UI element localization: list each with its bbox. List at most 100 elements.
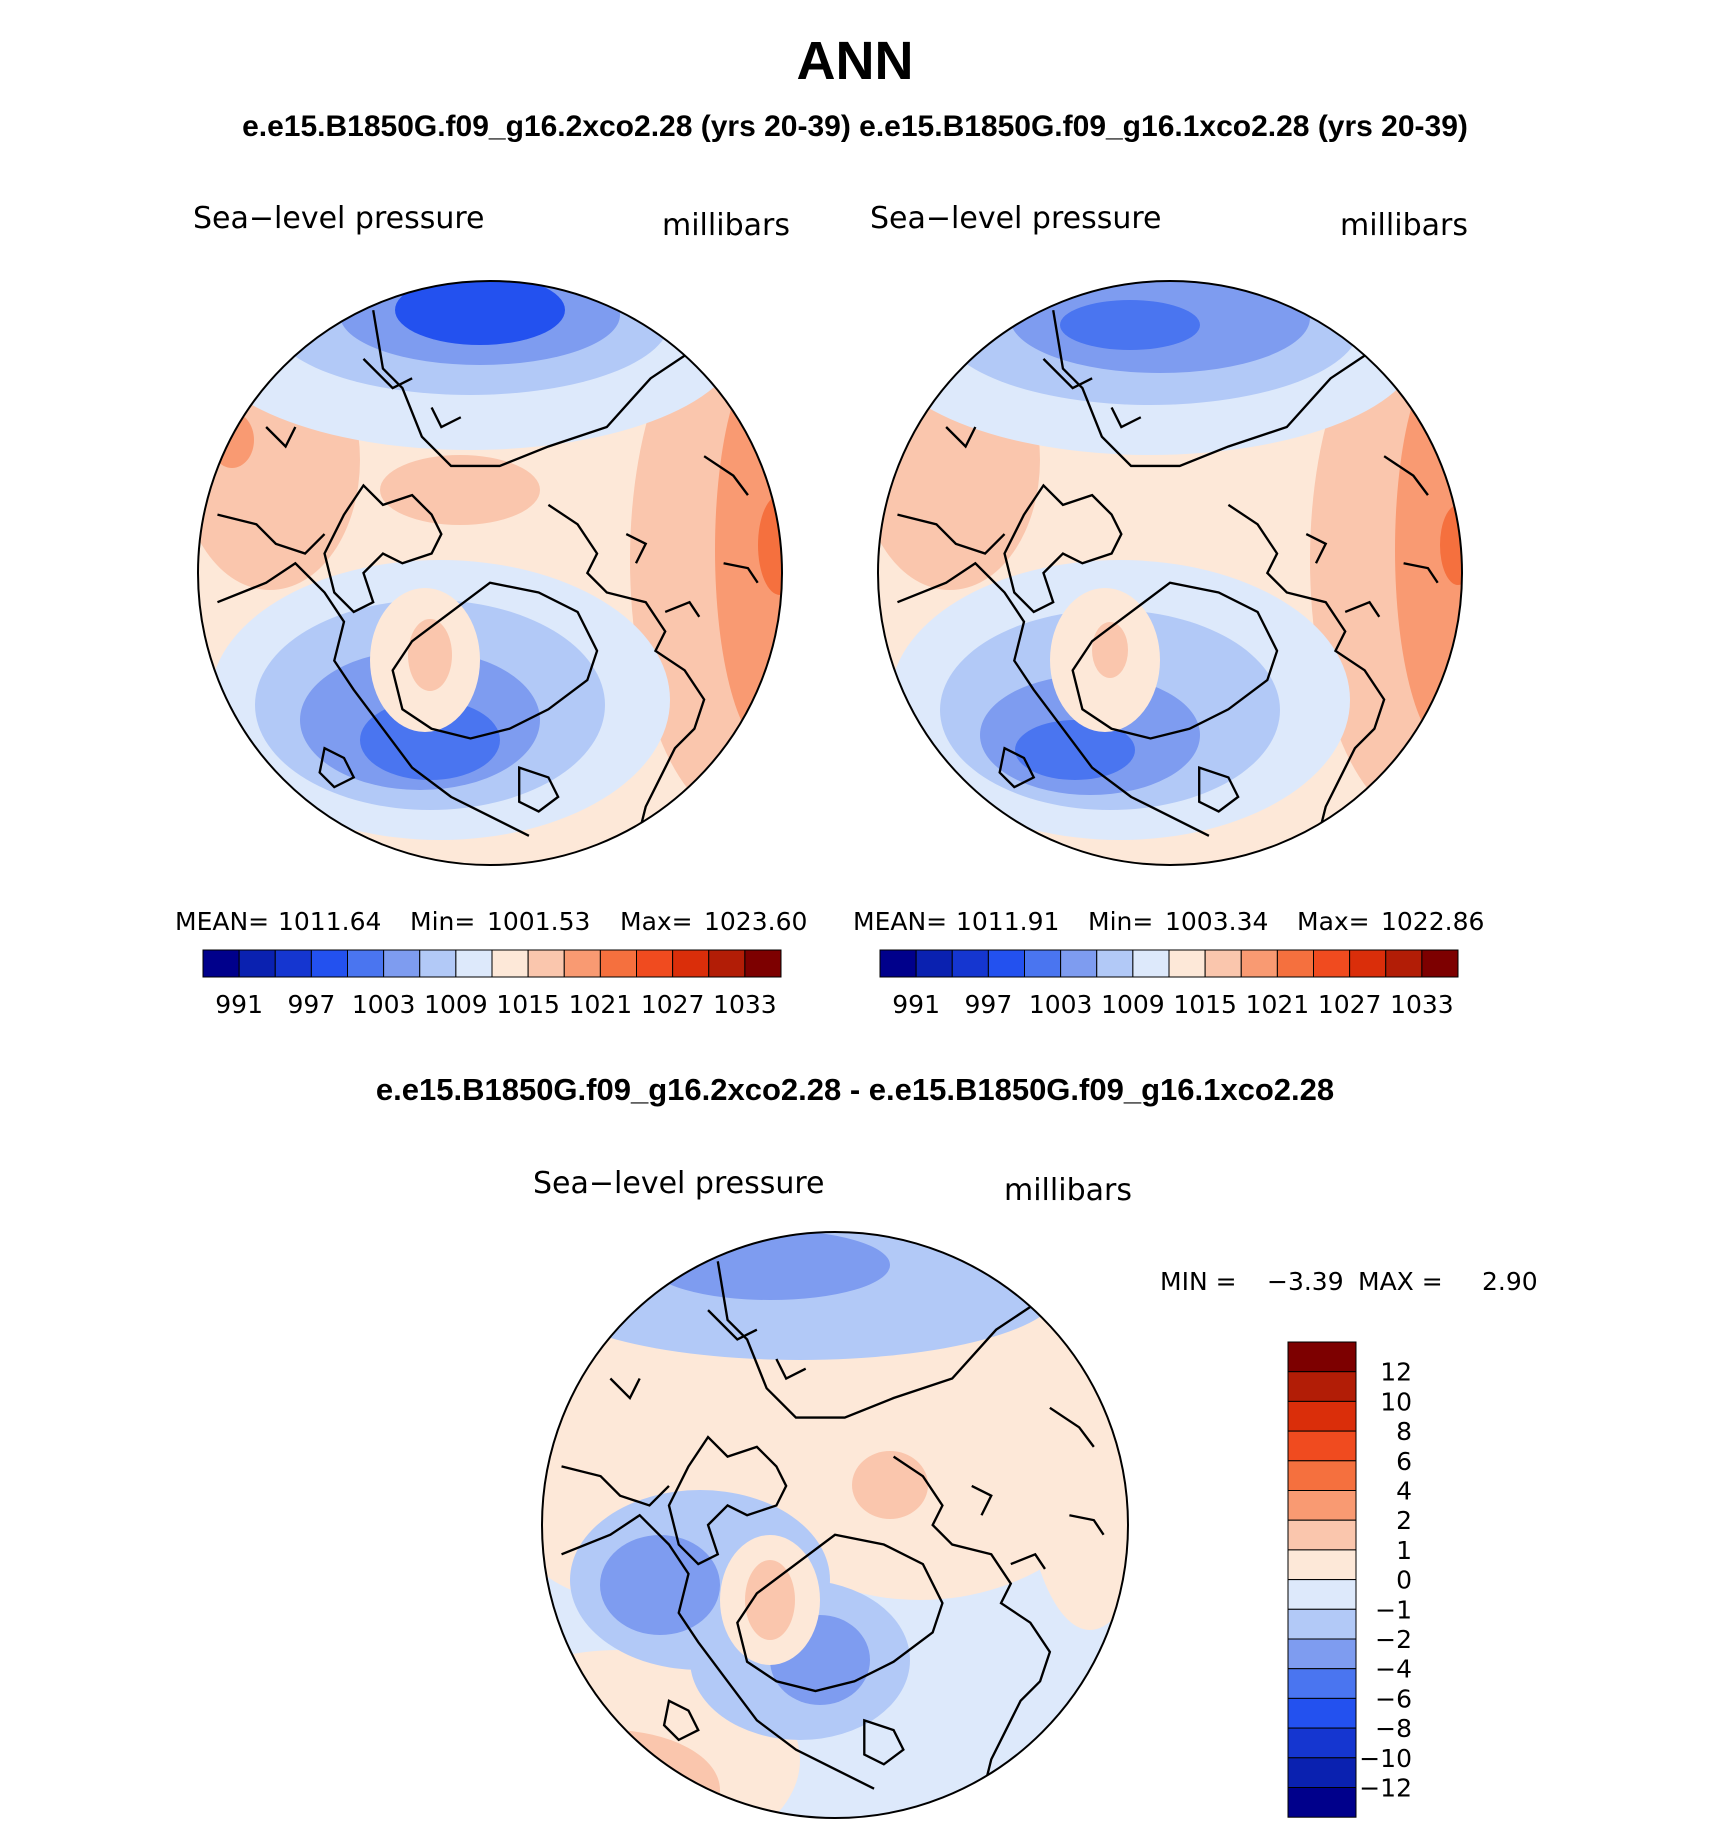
panel-b-units-label: millibars xyxy=(1340,208,1468,243)
colorbar-c-tick-label: −10 xyxy=(1359,1744,1412,1773)
colorbar-b-swatch xyxy=(1421,949,1459,978)
colorbar-b-tick-label: 1033 xyxy=(1390,990,1454,1019)
colorbar-c-swatch xyxy=(1287,1341,1357,1373)
colorbar-a-tick-label: 1009 xyxy=(424,990,488,1019)
colorbar-c-tick-label: 1 xyxy=(1396,1536,1412,1565)
colorbar-c-swatch xyxy=(1287,1549,1357,1581)
colorbar-c-swatch xyxy=(1287,1697,1357,1729)
colorbar-c-swatch xyxy=(1287,1757,1357,1789)
colorbar-c-swatch xyxy=(1287,1787,1357,1818)
colorbar-a-swatch xyxy=(347,949,385,978)
panel-a-map xyxy=(198,281,782,865)
map-b-atlantic-low-core xyxy=(1015,720,1135,780)
panel-a-colorbar: 991 997 1003 1009 1015 1021 1027 1033 xyxy=(202,949,782,1019)
colorbar-a-tick-label: 1015 xyxy=(496,990,560,1019)
difference-title: e.e15.B1850G.f09_g16.2xco2.28 - e.e15.B1… xyxy=(375,1072,1335,1107)
colorbar-b-swatch xyxy=(1349,949,1387,978)
panel-a-stats: MEAN= 1011.64 Min= 1001.53 Max= 1023.60 xyxy=(175,907,807,936)
colorbar-b-swatch xyxy=(987,949,1025,978)
colorbar-c-swatch xyxy=(1287,1400,1357,1432)
map-a-pacific-low-core xyxy=(395,281,565,345)
panel-a-max-value: 1023.60 xyxy=(704,907,807,936)
colorbar-a-swatch xyxy=(419,949,457,978)
panel-b-stats: MEAN= 1011.91 Min= 1003.34 Max= 1022.86 xyxy=(853,907,1484,936)
colorbar-c-swatch xyxy=(1287,1668,1357,1699)
colorbar-c-tick-label: 6 xyxy=(1396,1447,1412,1476)
panel-b-min-value: 1003.34 xyxy=(1165,907,1268,936)
colorbar-a-tick-label: 1021 xyxy=(569,990,633,1019)
colorbar-c-tick-label: −6 xyxy=(1375,1684,1412,1713)
map-c-pacific-negative-core xyxy=(650,1232,890,1300)
map-a-greenland-high-core xyxy=(408,619,452,691)
panel-b-variable-label: Sea−level pressure xyxy=(870,201,1161,236)
panel-b-mean-label: MEAN= xyxy=(853,907,947,936)
colorbar-b-swatch xyxy=(951,949,989,978)
panel-b-colorbar: 991 997 1003 1009 1015 1021 1027 1033 xyxy=(879,949,1459,1019)
colorbar-b-swatch xyxy=(1276,949,1314,978)
panel-difference: Sea−level pressure millibars xyxy=(533,1166,1538,1819)
colorbar-a-swatch xyxy=(744,949,782,978)
colorbar-a-swatch xyxy=(491,949,529,978)
panel-c-min-label: MIN = xyxy=(1160,1267,1237,1296)
colorbar-b-tick-label: 1021 xyxy=(1246,990,1310,1019)
colorbar-c-tick-label: −12 xyxy=(1359,1774,1412,1803)
colorbar-a-swatch xyxy=(563,949,601,978)
colorbar-b-swatch xyxy=(1096,949,1134,978)
colorbar-b-swatch xyxy=(1168,949,1206,978)
colorbar-b-swatch xyxy=(1060,949,1098,978)
map-b-greenland-high-core xyxy=(1092,622,1128,678)
map-a-western-high-core xyxy=(210,412,254,468)
colorbar-c-tick-label: −2 xyxy=(1375,1625,1412,1654)
panel-c-units-label: millibars xyxy=(1004,1173,1132,1208)
colorbar-b-swatch xyxy=(1385,949,1423,978)
colorbar-b-tick-label: 1009 xyxy=(1101,990,1165,1019)
colorbar-c-tick-label: 2 xyxy=(1396,1506,1412,1535)
figure-title: ANN xyxy=(796,31,914,91)
colorbar-b-tick-label: 1027 xyxy=(1318,990,1382,1019)
map-b-eastern-ridge-max xyxy=(1440,505,1462,585)
colorbar-c-swatch xyxy=(1287,1460,1357,1492)
colorbar-b-swatch xyxy=(879,949,917,978)
colorbar-a-swatch xyxy=(383,949,421,978)
colorbar-b-tick-label: 1015 xyxy=(1173,990,1237,1019)
panel-a-min-label: Min= xyxy=(410,907,475,936)
panel-b-map xyxy=(878,281,1462,865)
map-c-eastern-positive xyxy=(1020,1232,1128,1630)
colorbar-c-tick-label: 8 xyxy=(1396,1417,1412,1446)
colorbar-a-tick-label: 1033 xyxy=(713,990,777,1019)
colorbar-a-swatch xyxy=(455,949,493,978)
colorbar-a-tick-label: 1027 xyxy=(641,990,705,1019)
panel-c-variable-label: Sea−level pressure xyxy=(533,1166,824,1201)
map-a-arctic-high xyxy=(380,455,540,525)
colorbar-b-swatch xyxy=(915,949,953,978)
colorbar-a-tick-label: 997 xyxy=(288,990,336,1019)
panel-b-max-label: Max= xyxy=(1297,907,1370,936)
colorbar-b-swatch xyxy=(1024,949,1062,978)
map-b-rim xyxy=(877,280,1463,866)
panel-model-1xco2: Sea−level pressure millibars xyxy=(853,201,1484,1019)
map-c-canada-negative-core xyxy=(600,1535,720,1635)
colorbar-c-tick-label: 12 xyxy=(1380,1358,1412,1387)
colorbar-a-tick-label: 991 xyxy=(215,990,263,1019)
colorbar-a-swatch xyxy=(636,949,674,978)
colorbar-c-tick-label: −4 xyxy=(1375,1655,1412,1684)
colorbar-a-swatch xyxy=(238,949,276,978)
colorbar-c-tick-label: 4 xyxy=(1396,1477,1412,1506)
colorbar-c-swatch xyxy=(1287,1638,1357,1670)
colorbar-a-swatch xyxy=(202,949,240,978)
colorbar-c-swatch xyxy=(1287,1490,1357,1521)
colorbar-c-swatch xyxy=(1287,1579,1357,1610)
colorbar-a-swatch xyxy=(527,949,565,978)
colorbar-a-swatch xyxy=(672,949,710,978)
panel-c-max-label: MAX = xyxy=(1358,1267,1443,1296)
panel-a-units-label: millibars xyxy=(662,208,790,243)
colorbar-b-tick-label: 1003 xyxy=(1029,990,1093,1019)
colorbar-a-swatch xyxy=(708,949,746,978)
panel-a-min-value: 1001.53 xyxy=(487,907,590,936)
colorbar-b-swatch xyxy=(1132,949,1170,978)
map-c-rim xyxy=(541,1231,1129,1819)
colorbar-c-tick-label: 0 xyxy=(1396,1566,1412,1595)
